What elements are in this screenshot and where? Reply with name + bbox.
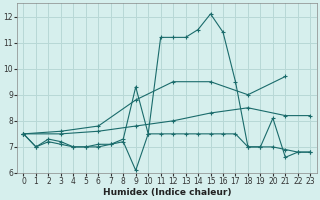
X-axis label: Humidex (Indice chaleur): Humidex (Indice chaleur)	[103, 188, 231, 197]
